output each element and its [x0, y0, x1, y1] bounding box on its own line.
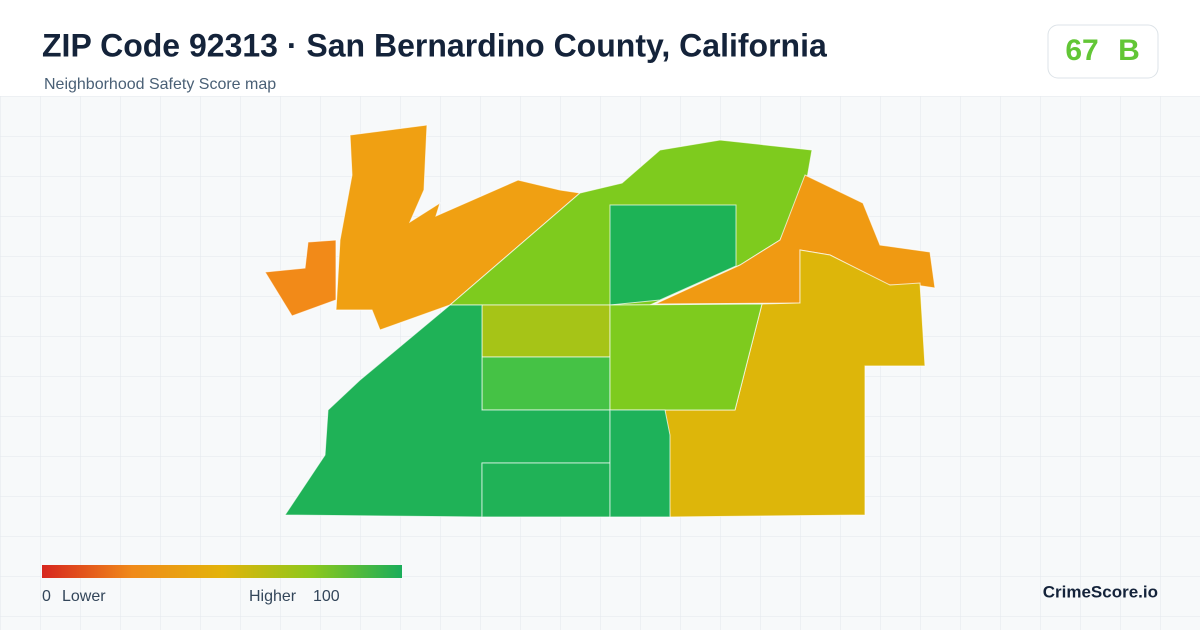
region — [264, 239, 337, 317]
legend-scale — [42, 565, 402, 578]
title: ZIP Code 92313 · San Bernardino County, … — [42, 27, 827, 63]
region — [335, 124, 582, 331]
brand: CrimeScore.io — [1043, 582, 1158, 601]
region — [481, 356, 611, 411]
region — [481, 304, 611, 358]
map — [264, 124, 936, 518]
score-badge — [1047, 24, 1159, 79]
score-value: 67 — [1065, 34, 1098, 67]
region — [609, 303, 763, 411]
score-grade: B — [1118, 34, 1140, 67]
region — [609, 204, 737, 306]
legend-min: 0 — [42, 588, 51, 605]
subtitle: Neighborhood Safety Score map — [44, 76, 276, 93]
region — [609, 409, 671, 518]
legend-min-label: Lower — [62, 588, 106, 605]
legend-max-label: Higher — [249, 588, 297, 605]
header-bg — [0, 0, 1200, 96]
legend-max: 100 — [313, 588, 340, 605]
region — [481, 462, 611, 518]
